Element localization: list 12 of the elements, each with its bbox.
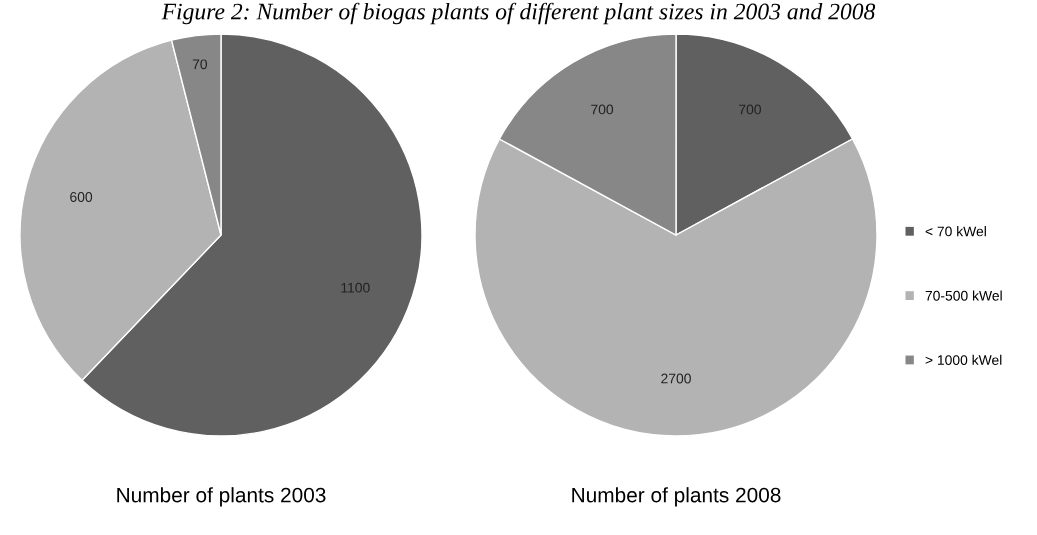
legend-label: > 1000 kWel — [925, 354, 1002, 365]
text: Number of plants 2008 — [572, 487, 781, 507]
text: Number of plants 2003 — [117, 487, 326, 507]
legend-label: 70-500 kWel — [925, 290, 1002, 301]
data-label: 700 — [591, 104, 614, 115]
data-label: 70 — [192, 59, 208, 70]
data-label: 700 — [739, 104, 761, 115]
chart-title: Figure 2: Number of biogas plants of different plant sizes in 2003 and 2008 — [161, 2, 876, 25]
data-label: 2700 — [661, 373, 691, 384]
data-label: 1100 — [341, 282, 370, 293]
legend-label: < 70 kWel — [925, 226, 986, 237]
data-label: 600 — [70, 192, 93, 202]
